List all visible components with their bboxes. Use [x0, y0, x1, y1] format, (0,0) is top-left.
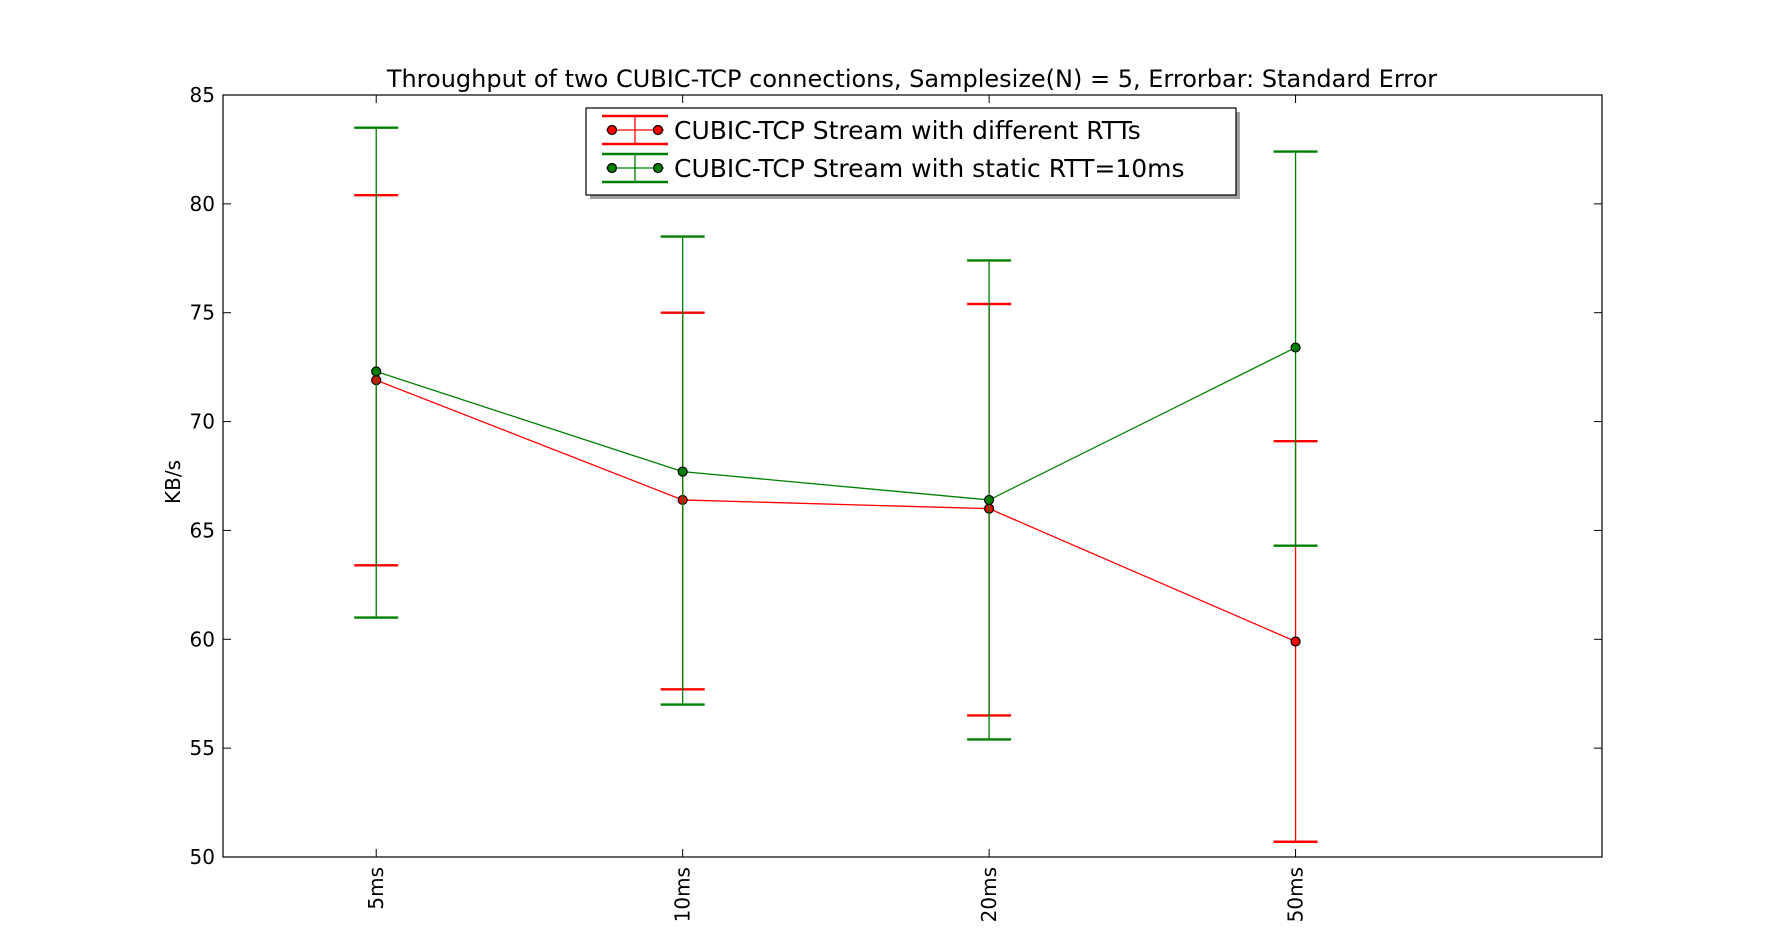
data-point-series-2: [371, 366, 382, 377]
legend-label: CUBIC-TCP Stream with different RTTs: [674, 116, 1141, 145]
legend: CUBIC-TCP Stream with different RTTs CUBI…: [585, 107, 1240, 199]
y-tick-label: 80: [190, 192, 215, 216]
legend-marker: [606, 124, 618, 136]
plot-frame: [222, 94, 1603, 858]
legend-label: CUBIC-TCP Stream with static RTT=10ms: [674, 154, 1185, 183]
y-tick-label: 65: [190, 518, 215, 542]
data-point-series-1: [1290, 636, 1301, 647]
y-tick-label: 60: [190, 627, 215, 651]
legend-marker: [652, 124, 664, 136]
y-tick-label: 55: [190, 736, 215, 760]
y-tick-label: 85: [190, 83, 215, 107]
chart-title: Throughput of two CUBIC-TCP connections,…: [386, 65, 1437, 93]
data-point-series-2: [677, 466, 688, 477]
series-line-2: [376, 346, 1296, 501]
legend-marker: [652, 162, 664, 174]
y-tick-label: 75: [190, 301, 215, 325]
x-tick-label: 50ms: [1284, 867, 1308, 922]
y-tick-label: 50: [190, 845, 215, 869]
legend-box: [585, 107, 1237, 196]
x-tick-label: 20ms: [977, 867, 1001, 922]
series-line-1: [375, 379, 1296, 643]
y-tick-label: 70: [190, 410, 215, 434]
x-tick-label: 10ms: [671, 867, 695, 922]
data-point-series-2: [984, 494, 995, 506]
y-axis-label: KB/s: [161, 460, 185, 504]
legend-marker: [606, 162, 618, 174]
x-tick-label: 5ms: [364, 867, 388, 910]
plot-area: 50 55 60 65 70 75 80 85 5ms 10ms 20ms 50ms: [190, 83, 1603, 922]
data-point-series-2: [1290, 342, 1301, 353]
